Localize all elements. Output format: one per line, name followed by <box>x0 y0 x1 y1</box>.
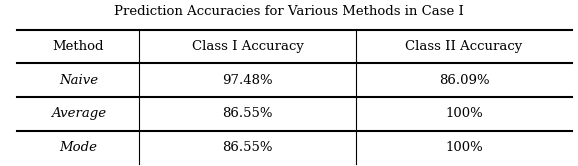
Text: 100%: 100% <box>445 107 483 120</box>
Text: Prediction Accuracies for Various Methods in Case I: Prediction Accuracies for Various Method… <box>114 5 464 18</box>
Text: 86.09%: 86.09% <box>439 74 490 87</box>
Text: Method: Method <box>53 40 104 53</box>
Text: 86.55%: 86.55% <box>223 141 273 154</box>
Text: 100%: 100% <box>445 141 483 154</box>
Text: 97.48%: 97.48% <box>223 74 273 87</box>
Text: Naive: Naive <box>59 74 98 87</box>
Text: 86.55%: 86.55% <box>223 107 273 120</box>
Text: Class I Accuracy: Class I Accuracy <box>192 40 303 53</box>
Text: Class II Accuracy: Class II Accuracy <box>405 40 523 53</box>
Text: Average: Average <box>51 107 106 120</box>
Text: Mode: Mode <box>60 141 97 154</box>
